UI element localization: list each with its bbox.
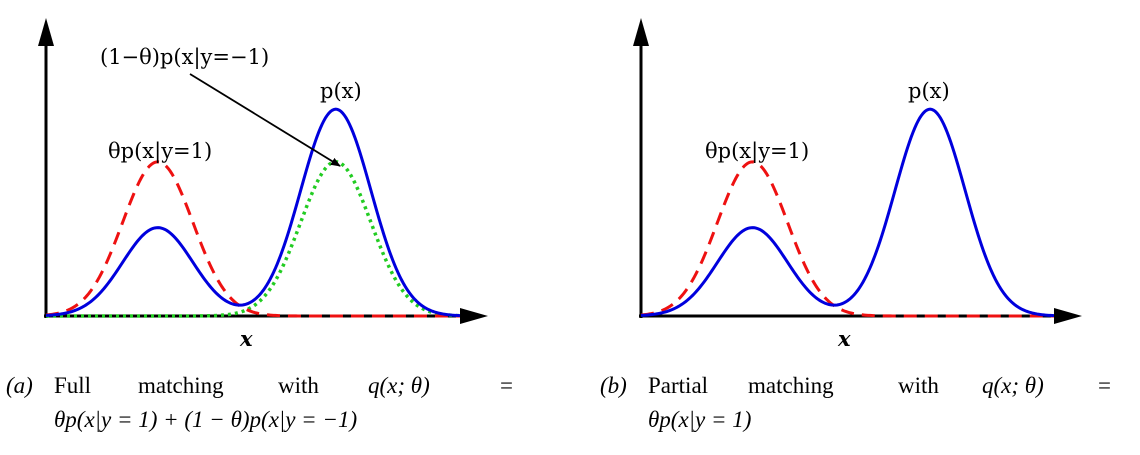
panel-a-y-arrowhead [38, 18, 54, 46]
panel-b-x-arrowhead [1054, 308, 1082, 324]
caption-b-word-1: Partial [648, 373, 709, 398]
panel-a-x-arrowhead [460, 308, 488, 324]
panel-b-x-axis-label: x [837, 326, 851, 351]
panel-a-x-axis-label: x [239, 326, 253, 351]
panel-b-positive-dashed-curve [640, 160, 1054, 318]
panel-a-px-solid-curve [45, 107, 461, 318]
caption-b-line-2: θp(x|y = 1) [648, 407, 752, 432]
caption-a-word-3: with [278, 373, 319, 398]
panel-b-positive-label: θp(x|y=1) [705, 139, 809, 164]
caption-b-word-2: matching [748, 373, 834, 398]
panel-b-px-solid-curve [640, 107, 1055, 318]
panel-a-positive-label: θp(x|y=1) [108, 139, 212, 164]
caption-b-tag: (b) [600, 373, 627, 398]
caption-b-word-4: q(x; θ) [982, 373, 1044, 398]
caption-b-word-5: = [1098, 373, 1111, 398]
caption-a-line-2: θp(x|y = 1) + (1 − θ)p(x|y = −1) [54, 407, 358, 432]
caption-a-word-2: matching [138, 373, 224, 398]
panel-a-annotation-arrow [189, 73, 341, 167]
panel-a: (1−θ)p(x|y=−1) p(x) θp(x|y=1) x [38, 18, 488, 351]
panel-b: p(x) θp(x|y=1) x [633, 18, 1082, 351]
caption-a-word-1: Full [54, 373, 92, 398]
figure-canvas: (1−θ)p(x|y=−1) p(x) θp(x|y=1) x p(x) θp(… [38, 18, 1082, 351]
panel-a-positive-dashed-curve [45, 160, 460, 318]
caption-a-word-4: q(x; θ) [368, 373, 430, 398]
panel-b-px-label: p(x) [908, 79, 950, 103]
caption-a: (a) Full matching with q(x; θ) = θp(x|y … [6, 370, 526, 440]
panel-a-negative-dotted-curve [46, 160, 461, 318]
panel-a-px-label: p(x) [320, 79, 362, 103]
caption-a-tag: (a) [6, 373, 33, 398]
caption-a-word-5: = [500, 373, 513, 398]
panel-b-y-arrowhead [633, 18, 649, 46]
caption-b-word-3: with [898, 373, 939, 398]
caption-b: (b) Partial matching with q(x; θ) = θp(x… [600, 370, 1120, 440]
panel-a-negative-label: (1−θ)p(x|y=−1) [100, 45, 269, 70]
